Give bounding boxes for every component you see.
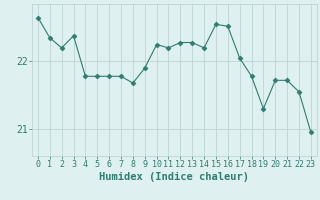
X-axis label: Humidex (Indice chaleur): Humidex (Indice chaleur) xyxy=(100,172,249,182)
